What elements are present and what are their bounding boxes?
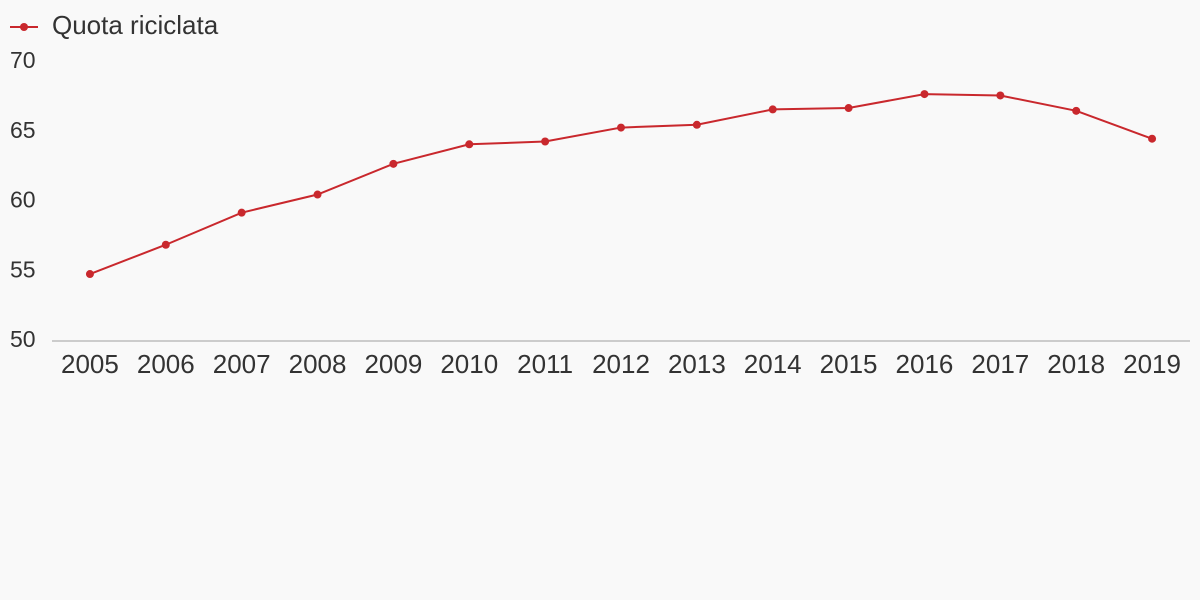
data-point — [237, 208, 246, 217]
x-tick-label: 2011 — [517, 349, 573, 379]
data-point — [1072, 106, 1081, 115]
x-tick-label: 2018 — [1047, 349, 1105, 379]
data-point — [920, 90, 929, 99]
x-tick-label: 2015 — [820, 349, 878, 379]
data-point — [996, 91, 1005, 100]
x-tick-label: 2014 — [744, 349, 802, 379]
data-point — [541, 137, 550, 146]
data-point — [768, 105, 777, 114]
data-point — [85, 270, 94, 279]
y-tick-label: 60 — [10, 187, 36, 213]
x-tick-label: 2005 — [61, 349, 119, 379]
data-point — [844, 104, 853, 113]
x-tick-label: 2007 — [213, 349, 271, 379]
x-tick-label: 2019 — [1123, 349, 1181, 379]
x-tick-label: 2008 — [289, 349, 347, 379]
legend-label: Quota riciclata — [52, 10, 219, 40]
data-point — [313, 190, 322, 199]
data-point — [1148, 134, 1157, 143]
data-point — [161, 240, 170, 249]
data-point — [692, 120, 701, 129]
y-tick-label: 50 — [10, 326, 36, 352]
y-tick-label: 70 — [10, 47, 36, 73]
data-point — [389, 159, 398, 168]
x-tick-label: 2010 — [440, 349, 498, 379]
x-tick-label: 2017 — [971, 349, 1029, 379]
data-point — [465, 140, 474, 149]
y-tick-label: 65 — [10, 117, 36, 143]
x-tick-label: 2012 — [592, 349, 650, 379]
data-line — [89, 93, 1153, 275]
x-tick-label: 2009 — [364, 349, 422, 379]
legend-marker — [20, 23, 28, 31]
x-tick-label: 2006 — [137, 349, 195, 379]
x-tick-label: 2013 — [668, 349, 726, 379]
data-point — [617, 123, 625, 132]
y-tick-label: 55 — [10, 256, 36, 282]
x-tick-label: 2016 — [896, 349, 954, 379]
